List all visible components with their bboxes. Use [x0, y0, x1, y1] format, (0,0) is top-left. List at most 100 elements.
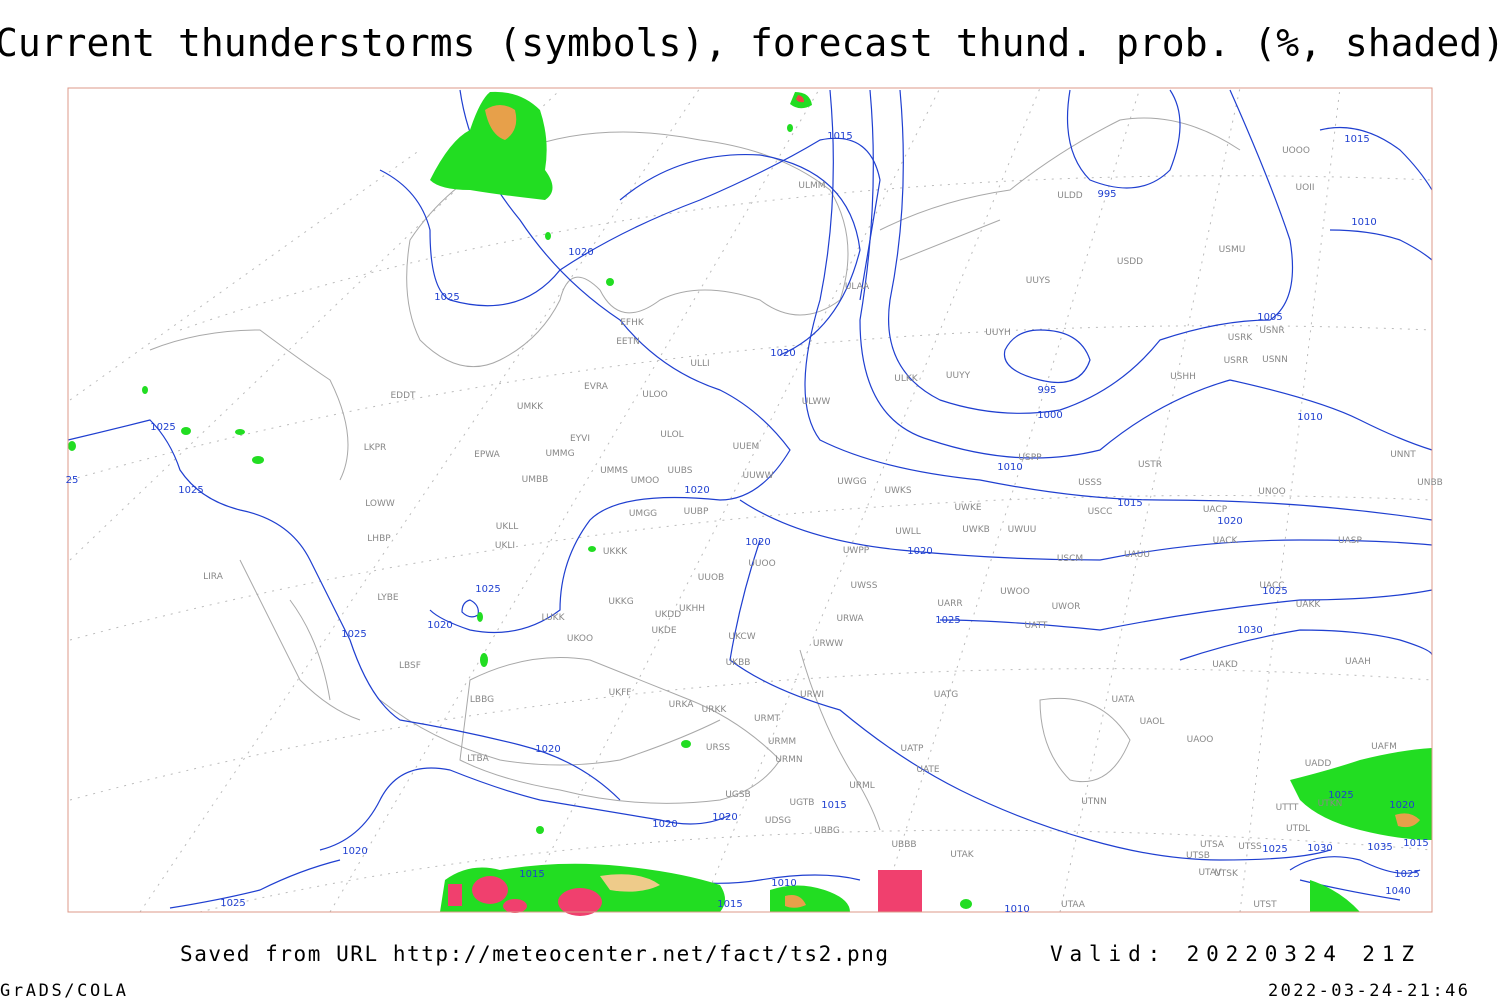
isobar-label: 995 — [1097, 189, 1116, 200]
isobar-label: 1020 — [568, 247, 593, 258]
station-label: UTKN — [1318, 799, 1343, 809]
station-label: UTST — [1253, 900, 1277, 910]
station-label: URMM — [768, 737, 796, 747]
isobar-label: 1025 — [1394, 869, 1419, 880]
station-label: UTTT — [1276, 803, 1299, 813]
station-label: UWKS — [884, 486, 911, 496]
station-label: USNR — [1259, 326, 1284, 336]
isobar-label: 995 — [1037, 385, 1056, 396]
station-label: UWPP — [843, 546, 870, 556]
valid-time: Valid: 20220324 21Z — [1050, 942, 1414, 966]
station-label: UKOO — [567, 634, 593, 644]
station-label: ULMM — [798, 181, 825, 191]
station-label: URWA — [836, 614, 864, 624]
station-label: LYBE — [377, 593, 398, 603]
station-label: UACC — [1259, 581, 1284, 591]
station-label: UMMS — [600, 466, 628, 476]
station-label: UUYY — [946, 371, 971, 381]
station-label: UKDE — [651, 626, 676, 636]
station-label: ULLI — [690, 359, 709, 369]
station-label: UMGG — [629, 509, 657, 519]
station-label: UAKD — [1212, 660, 1238, 670]
station-label: UNOO — [1258, 487, 1286, 497]
station-label: UTSB — [1186, 851, 1210, 861]
station-label: UUBS — [668, 466, 693, 476]
isobar-label: 1030 — [1307, 843, 1332, 854]
station-label: UTDL — [1286, 824, 1310, 834]
map-labels: ULDD USDD USMU UUYS ULAA UUYH USRK USNR USRR USNN… — [66, 131, 1443, 915]
station-label: UUOB — [698, 573, 724, 583]
station-label: UOII — [1296, 183, 1315, 193]
station-label: URMN — [775, 755, 802, 765]
station-label: UMKK — [517, 402, 544, 412]
isobar-label: 1015 — [1403, 838, 1428, 849]
isobar-label: 1010 — [997, 462, 1022, 473]
station-label: UATA — [1111, 695, 1135, 705]
station-label: URWI — [800, 690, 824, 700]
station-label: USCC — [1088, 507, 1113, 517]
station-label: LTBA — [467, 754, 489, 764]
station-label: UATP — [901, 744, 925, 754]
station-label: UMMG — [545, 449, 574, 459]
isobar-label: 1020 — [745, 537, 770, 548]
station-label: UWOR — [1052, 602, 1081, 612]
isobar-label: 1025 — [1262, 844, 1287, 855]
station-label: UATE — [916, 765, 940, 775]
station-label: UKKK — [603, 547, 628, 557]
isobar-label: 1020 — [1217, 516, 1242, 527]
station-label: LBSF — [399, 661, 421, 671]
station-label: LIRA — [203, 572, 224, 582]
station-label: ULOO — [642, 390, 667, 400]
station-label: UUEM — [733, 442, 760, 452]
station-label: EYVI — [570, 434, 590, 444]
graticule — [69, 87, 1433, 913]
station-label: URKA — [669, 700, 695, 710]
station-label: LOWW — [365, 499, 395, 509]
station-label: UACK — [1213, 536, 1239, 546]
map-area: ULDD USDD USMU UUYS ULAA UUYH USRK USNR USRR USNN… — [66, 87, 1443, 916]
station-label: UWGG — [837, 477, 866, 487]
station-label: UUYH — [985, 328, 1010, 338]
station-label: USCM — [1057, 554, 1083, 564]
isobar-label: 1020 — [1389, 800, 1414, 811]
station-label: URMT — [754, 714, 781, 724]
isobar-label: 1025 — [150, 422, 175, 433]
station-label: URWW — [813, 639, 843, 649]
station-label: UACP — [1203, 505, 1228, 515]
map-frame — [67, 87, 1433, 913]
station-label: UTSK — [1214, 869, 1239, 879]
station-label: UTSA — [1200, 840, 1225, 850]
station-label: UTSS — [1238, 842, 1262, 852]
station-label: URSS — [706, 743, 731, 753]
station-label: USSS — [1078, 478, 1102, 488]
station-label: UTNN — [1081, 797, 1107, 807]
saved-url: Saved from URL http://meteocenter.net/fa… — [180, 942, 888, 966]
station-label: USDD — [1117, 257, 1143, 267]
isobar-label: 1010 — [1004, 904, 1029, 915]
isobar-label: 1025 — [1328, 790, 1353, 801]
isobars — [67, 89, 1433, 909]
isobar-label: 1025 — [220, 898, 245, 909]
isobar-label: 1015 — [519, 869, 544, 880]
isobar-label: 1030 — [1237, 625, 1262, 636]
station-label: UGSB — [725, 790, 750, 800]
station-label: USRK — [1228, 333, 1254, 343]
station-label: ULAA — [845, 282, 870, 292]
station-label: EDDT — [390, 391, 416, 401]
station-label: USPP — [1018, 453, 1042, 463]
station-label: UBBB — [891, 840, 916, 850]
isobar-label: 1035 — [1367, 842, 1392, 853]
isobar-label: 1025 — [341, 629, 366, 640]
isobar-label: 1020 — [907, 546, 932, 557]
station-label: UWLL — [895, 527, 921, 537]
isobar-label: 1040 — [1385, 886, 1410, 897]
station-label: UUOO — [748, 559, 775, 569]
station-label: UTAK — [950, 850, 975, 860]
isobar-label: 1000 — [1037, 410, 1062, 421]
station-label: UWKE — [954, 503, 981, 513]
isobar-label: 1020 — [535, 744, 560, 755]
station-label: UWUU — [1008, 525, 1037, 535]
thunderstorm-symbols — [448, 870, 922, 916]
station-label: UKLI — [495, 541, 515, 551]
